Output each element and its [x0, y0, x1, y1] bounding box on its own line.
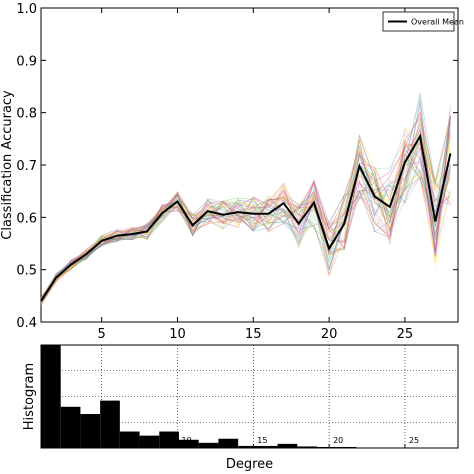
histogram-bar [60, 406, 81, 448]
run-line [40, 127, 451, 304]
run-line [40, 116, 451, 299]
legend-box [382, 11, 455, 32]
y-tick-label: 0.7 [16, 159, 37, 174]
histogram-bar [119, 431, 140, 448]
histogram-bar [257, 445, 278, 448]
run-line [40, 122, 451, 306]
histogram-x-axis-label: Degree [226, 457, 273, 472]
histogram-bar [336, 446, 357, 448]
degree-histogram: 5 10 15 20 25 Histogram Degree [22, 344, 459, 472]
x-tick-label: 5 [98, 327, 106, 342]
y-tick-label: 0.6 [16, 211, 37, 226]
run-line [40, 144, 451, 303]
y-tick-label: 1.0 [16, 2, 37, 17]
run-line [40, 118, 451, 300]
y-tick-label: 0.4 [16, 316, 37, 331]
run-line [40, 154, 451, 298]
histogram-bar [277, 443, 298, 448]
accuracy-x-axis: 5 10 15 20 25 [98, 8, 414, 342]
run-line [40, 133, 451, 300]
run-line [40, 132, 451, 305]
run-line [40, 99, 451, 300]
x-tick-label: 15 [257, 436, 267, 445]
legend-label: Overall Mean [411, 18, 464, 27]
x-tick-label: 15 [245, 327, 262, 342]
histogram-bar [198, 442, 219, 448]
y-tick-label: 0.9 [16, 54, 37, 69]
run-line [40, 134, 451, 303]
run-line [40, 115, 451, 300]
histogram-bar [178, 439, 199, 448]
run-line [40, 130, 451, 304]
histogram-plot-area [40, 344, 459, 449]
run-line [40, 127, 451, 306]
x-tick-label: 10 [181, 436, 191, 445]
histogram-x-axis: 5 10 15 20 25 [101, 436, 419, 448]
x-tick-label: 20 [321, 327, 338, 342]
histogram-bar [316, 446, 337, 448]
y-tick-label: 0.5 [16, 264, 37, 279]
histogram-bars [41, 345, 416, 448]
run-line [40, 104, 451, 301]
x-tick-label: 20 [333, 436, 343, 445]
legend: Overall Mean [382, 11, 464, 32]
run-line [40, 116, 451, 303]
histogram-bar [80, 414, 101, 448]
y-tick-label: 0.8 [16, 107, 37, 122]
individual-runs [40, 92, 451, 306]
histogram-bar [238, 445, 258, 448]
run-line [40, 111, 451, 298]
x-tick-label: 25 [409, 436, 419, 445]
histogram-bar [41, 345, 61, 448]
histogram-bar [139, 435, 160, 448]
run-line [40, 128, 451, 302]
histogram-y-axis-label: Histogram [22, 363, 37, 430]
run-line [40, 153, 451, 302]
mean-series [40, 133, 452, 302]
x-tick-label: 5 [106, 436, 111, 445]
run-line [40, 132, 451, 298]
overall-mean-line [40, 133, 452, 302]
histogram-bar [297, 446, 317, 448]
histogram-bar [159, 431, 179, 448]
accuracy-y-axis: 0.4 0.5 0.6 0.7 0.8 0.9 1.0 [16, 2, 458, 331]
accuracy-line-chart: 5 10 15 20 25 0.4 0.5 0.6 0.7 0.8 0.9 1.0 Classifi… [0, 2, 464, 342]
run-line [40, 136, 451, 304]
accuracy-y-axis-label: Classification Accuracy [0, 90, 15, 240]
histogram-bar [218, 438, 239, 448]
x-tick-label: 10 [169, 327, 186, 342]
run-line [40, 161, 451, 302]
x-tick-label: 25 [397, 327, 414, 342]
histogram-bar [100, 400, 120, 448]
